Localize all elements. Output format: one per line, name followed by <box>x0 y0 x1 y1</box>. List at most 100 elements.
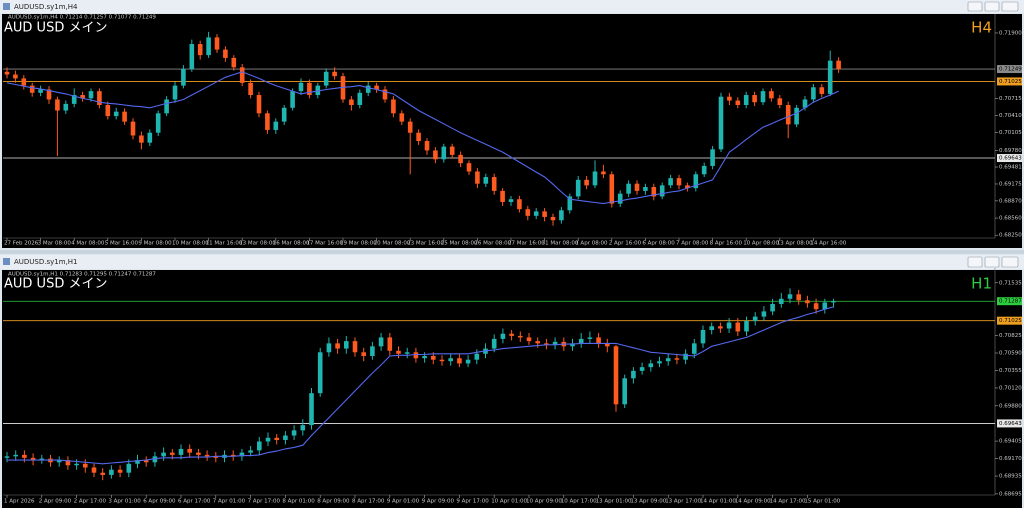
candle-body <box>526 337 532 342</box>
candle-body <box>135 460 140 464</box>
candle-body <box>474 353 480 360</box>
candle-body <box>533 211 539 216</box>
candle-body <box>822 302 828 310</box>
x-tick-label: 9 Apr 01:00 <box>387 499 420 505</box>
x-tick-label: 2 Apr 09:00 <box>39 499 72 505</box>
candle-body <box>693 174 699 189</box>
candle-body <box>13 454 18 457</box>
candle-body <box>273 121 279 130</box>
candle-body <box>223 49 228 58</box>
y-tick-label: 0.70105 <box>999 130 1022 136</box>
candle-body <box>21 78 27 86</box>
x-tick-label: 1 Apr 2026 <box>4 499 35 505</box>
candle-body <box>491 338 497 349</box>
y-tick-label: 0.69880 <box>999 403 1022 409</box>
candle-body <box>326 343 332 353</box>
candle-body <box>424 141 430 151</box>
restore-button[interactable] <box>984 1 1000 12</box>
candle-body <box>491 177 497 191</box>
candle-body <box>785 105 791 125</box>
restore-button[interactable] <box>984 256 1000 268</box>
price-label: 0.69643 <box>999 156 1022 162</box>
window-icon <box>3 3 10 10</box>
candle-body <box>542 211 547 217</box>
candle-body <box>483 177 489 184</box>
close-button[interactable] <box>1001 1 1019 12</box>
candle-body <box>407 121 413 133</box>
close-button[interactable] <box>1001 256 1019 268</box>
candle-body <box>802 99 808 108</box>
candle-body <box>214 37 220 50</box>
x-tick-label: 13 Mar 08:00 <box>239 241 276 247</box>
x-tick-label: 9 Mar 08:00 <box>138 241 172 247</box>
candle-body <box>819 87 825 94</box>
candle-body <box>365 85 371 93</box>
candle-body <box>317 352 323 394</box>
candle-body <box>352 341 358 353</box>
candle-body <box>827 60 833 94</box>
candle-body <box>743 95 749 106</box>
price-label: 0.71025 <box>999 318 1022 324</box>
candle-body <box>726 322 732 329</box>
candle-body <box>735 322 741 332</box>
candle-body <box>139 135 144 143</box>
candle-body <box>439 359 445 362</box>
minimize-button[interactable] <box>967 1 983 12</box>
title-bar[interactable] <box>0 0 1024 13</box>
title-bar[interactable] <box>0 255 1024 269</box>
price-label-box <box>997 77 1022 86</box>
minimize-button[interactable] <box>967 256 983 268</box>
candle-body <box>113 111 119 117</box>
candle-body <box>475 171 480 184</box>
candle-body <box>544 343 549 345</box>
candle-body <box>796 294 801 301</box>
y-tick-label: 0.70825 <box>999 333 1022 339</box>
x-tick-label: 31 Mar 08:00 <box>542 241 579 247</box>
candle-body <box>109 469 114 475</box>
candle-body <box>674 358 680 360</box>
candle-body <box>718 326 723 329</box>
chart-area[interactable] <box>2 270 1022 508</box>
candle-body <box>727 96 732 101</box>
candle-body <box>651 187 657 197</box>
candle-body <box>617 193 623 204</box>
x-tick-label: 3 Apr 01:00 <box>108 499 141 505</box>
candle-body <box>265 113 270 130</box>
x-tick-label: 14 Apr 16:00 <box>810 241 846 247</box>
candle-body <box>80 95 85 99</box>
x-tick-label: 14 Apr 09:00 <box>735 499 771 505</box>
window-title: AUDUSD.sy1m,H4 <box>14 3 78 11</box>
candle-body <box>13 74 18 79</box>
x-tick-label: 27 Mar 16:00 <box>508 241 545 247</box>
y-tick-label: 0.69405 <box>999 439 1022 445</box>
candle-body <box>370 346 375 356</box>
candle-body <box>257 441 262 451</box>
moving-average <box>6 71 839 205</box>
candle-body <box>307 82 312 96</box>
y-tick-label: 0.69780 <box>999 148 1022 154</box>
candle-body <box>500 333 506 339</box>
x-tick-label: 10 Mar 08:00 <box>172 241 209 247</box>
candle-body <box>643 187 648 191</box>
price-label-box <box>997 316 1022 325</box>
x-tick-label: 13 Apr 08:00 <box>777 241 813 247</box>
candle-body <box>105 105 111 117</box>
candle-body <box>518 335 523 338</box>
price-label-box <box>997 154 1022 163</box>
candle-body <box>570 343 575 347</box>
y-tick-label: 0.68560 <box>999 216 1022 222</box>
candle-body <box>38 89 43 93</box>
candle-body <box>575 179 581 197</box>
candle-body <box>382 89 388 100</box>
x-tick-label: 19 Mar 08:00 <box>340 241 377 247</box>
candle-body <box>836 60 841 70</box>
chart-area[interactable] <box>2 14 1022 248</box>
candle-body <box>213 456 219 458</box>
candle-body <box>332 71 337 77</box>
x-tick-label: 10 Apr 08:00 <box>743 241 779 247</box>
candle-body <box>416 132 421 142</box>
candle-body <box>97 91 102 106</box>
candle-body <box>396 350 401 354</box>
candle-body <box>155 113 161 133</box>
